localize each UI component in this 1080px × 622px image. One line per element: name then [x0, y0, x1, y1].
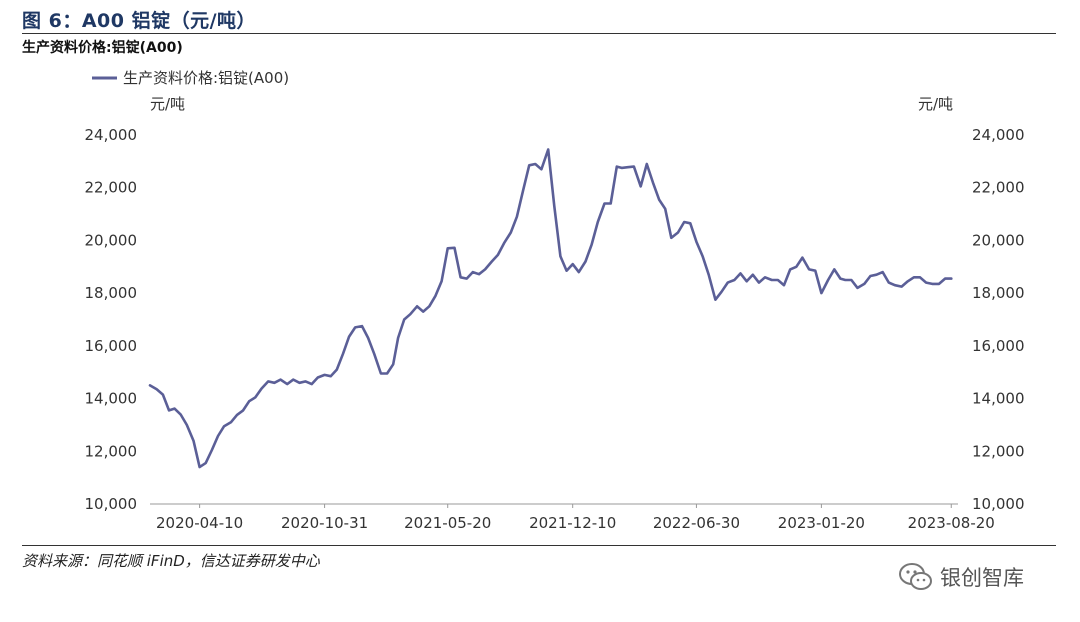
left-y-tick-label: 10,000 — [85, 495, 138, 513]
series-line — [148, 148, 953, 469]
x-tick-label: 2020-04-10 — [156, 514, 243, 532]
x-tick-label: 2021-12-10 — [529, 514, 616, 532]
top-rule — [22, 33, 1056, 34]
left-axis-ticks: 10,000 12,000 14,000 16,000 18,000 20,000 22,0… — [85, 126, 138, 513]
right-y-tick-label: 20,000 — [972, 231, 1025, 249]
figure-subtitle: 生产资料价格:铝锭(A00) — [22, 40, 183, 56]
right-y-tick-label: 14,000 — [972, 390, 1025, 408]
x-tick-label: 2023-08-20 — [908, 514, 995, 532]
legend-label: 生产资料价格:铝锭(A00) — [123, 69, 289, 87]
right-axis-unit: 元/吨 — [918, 95, 953, 113]
right-y-tick-label: 22,000 — [972, 179, 1025, 197]
figure-title: 图 6：A00 铝锭（元/吨） — [22, 10, 257, 32]
watermark-text: 银创智库 — [940, 566, 1024, 590]
x-tick-label: 2023-01-20 — [778, 514, 865, 532]
right-y-tick-label: 16,000 — [972, 337, 1025, 355]
wechat-icon — [899, 563, 932, 590]
left-y-tick-label: 18,000 — [85, 284, 138, 302]
left-y-tick-label: 12,000 — [85, 442, 138, 460]
right-y-tick-label: 24,000 — [972, 126, 1025, 144]
bottom-rule — [22, 545, 1056, 546]
right-y-tick-label: 18,000 — [972, 284, 1025, 302]
right-y-tick-label: 10,000 — [972, 495, 1025, 513]
watermark: 银创智库 — [898, 562, 1024, 592]
x-tick-label: 2022-06-30 — [653, 514, 740, 532]
left-y-tick-label: 24,000 — [85, 126, 138, 144]
legend: 生产资料价格:铝锭(A00) — [92, 69, 289, 87]
left-y-tick-label: 22,000 — [85, 179, 138, 197]
left-y-tick-label: 16,000 — [85, 337, 138, 355]
x-tick-label: 2020-10-31 — [281, 514, 368, 532]
source-note: 资料来源：同花顺 iFinD，信达证券研发中心 — [22, 552, 320, 570]
x-axis-ticks: 2020-04-10 2020-10-31 2021-05-20 2021-12-10… — [156, 504, 995, 532]
right-axis-ticks: 10,000 12,000 14,000 16,000 18,000 20,000 22,0… — [972, 126, 1025, 513]
left-y-tick-label: 20,000 — [85, 231, 138, 249]
series-layer — [148, 148, 953, 469]
right-y-tick-label: 12,000 — [972, 442, 1025, 460]
left-axis-unit: 元/吨 — [150, 95, 185, 113]
x-tick-label: 2021-05-20 — [404, 514, 491, 532]
left-y-tick-label: 14,000 — [85, 390, 138, 408]
line-chart: 生产资料价格:铝锭(A00) 元/吨 元/吨 10,000 12,000 14,00… — [85, 69, 1025, 532]
